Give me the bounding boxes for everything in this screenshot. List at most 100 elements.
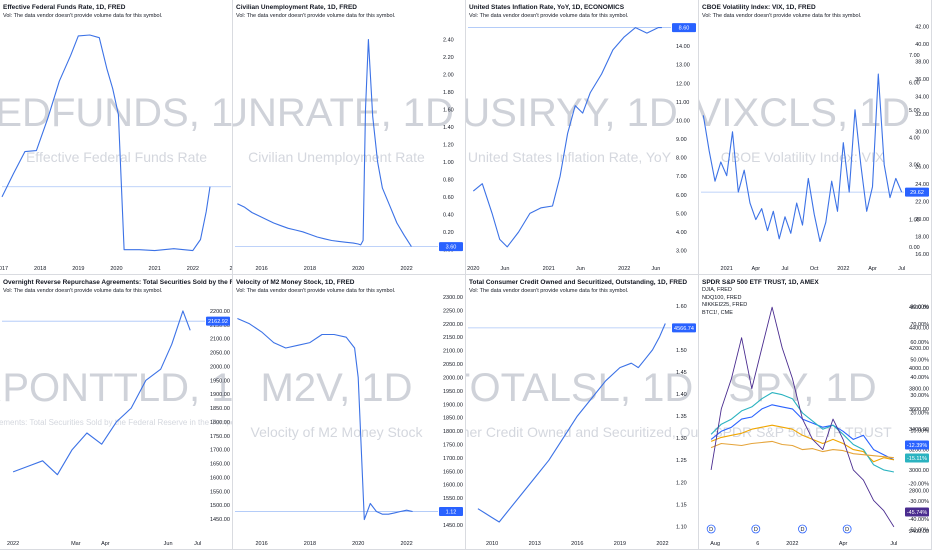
svg-text:2162.92: 2162.92 [208, 319, 228, 325]
panel-title[interactable]: Overnight Reverse Repurchase Agreements:… [3, 279, 232, 286]
x-tick-label: Apr [101, 541, 110, 547]
y2-tick-label: 34.00 [915, 95, 929, 101]
y-tick-label: 5.00 [909, 108, 920, 114]
legend-item-nikkei225[interactable]: NIKKEI225, FRED [702, 302, 748, 308]
y-tick-label: 1.60 [443, 107, 454, 113]
series-line-4-0[interactable] [12, 310, 191, 476]
series-line-2-0[interactable] [472, 27, 662, 248]
y2-tick-label: 80.00% [910, 304, 929, 310]
series-line-7-1[interactable] [710, 424, 895, 463]
panel-title[interactable]: SPDR S&P 500 ETF TRUST, 1D, AMEX [702, 279, 819, 286]
y-tick-label: 3600.00 [909, 407, 929, 413]
y2-tick-label: 40.00 [915, 42, 929, 48]
series-line-7-2[interactable] [710, 392, 895, 473]
y2-tick-label: 40.00% [910, 375, 929, 381]
x-tick-label: Jul [898, 266, 905, 272]
dividend-event-marker[interactable]: D [751, 524, 761, 534]
x-tick-label: 2010 [486, 541, 498, 547]
last-value-badge: 2162.92 [206, 316, 230, 326]
series-line-5-0[interactable] [237, 317, 413, 521]
panel-m2v[interactable]: M2V, 1D Velocity of M2 Money Stock 2300.00… [233, 275, 466, 550]
svg-text:-15.11%: -15.11% [907, 456, 927, 462]
panel-title[interactable]: Effective Federal Funds Rate, 1D, FRED [3, 4, 126, 11]
y-tick-label: 7.00 [909, 53, 920, 59]
panel-spy[interactable]: SPY, 1D SPDR S&P 500 ETF TRUST 4600.00 4400… [699, 275, 932, 550]
y2-tick-label: 30.00 [915, 130, 929, 136]
svg-text:3.60: 3.60 [446, 245, 457, 251]
percent-badge: -12.39% [905, 440, 929, 450]
x-tick-label: 2019 [72, 266, 84, 272]
panel-title[interactable]: Civilian Unemployment Rate, 1D, FRED [236, 4, 357, 11]
y-tick-label: 6.00 [909, 80, 920, 86]
x-tick-label: 2018 [304, 541, 316, 547]
series-line-3-0[interactable] [702, 73, 903, 243]
dividend-event-marker[interactable]: D [842, 524, 852, 534]
dividend-event-marker[interactable]: D [706, 524, 716, 534]
panel-rrpontt[interactable]: RRPONTTLD, 1D Overnight Reverse Repurchas… [0, 275, 233, 550]
panel-title[interactable]: Total Consumer Credit Owned and Securiti… [469, 279, 688, 286]
y-tick-label: 1.20 [676, 480, 687, 486]
y-tick-label: 1750.00 [443, 443, 463, 449]
y-tick-label: 1.40 [443, 125, 454, 131]
y-tick-label: 1.10 [676, 524, 687, 530]
y-tick-label: 2000.00 [443, 375, 463, 381]
chart-svg[interactable]: RRPONTTLD, 1D Overnight Reverse Repurchas… [0, 275, 233, 550]
y-tick-label: 0.00 [909, 245, 920, 251]
panel-vixcls[interactable]: VIXCLS, 1D CBOE Volatility Index: VIX 7.00… [699, 0, 932, 275]
series-line-7-3[interactable] [710, 440, 894, 459]
y-tick-label: 2.20 [443, 55, 454, 61]
legend-item-djia[interactable]: DJIA, FRED [702, 287, 732, 293]
watermark-description: Total Consumer Credit Owned and Securiti… [466, 424, 699, 440]
chart-svg[interactable]: FEDFUNDS, 1D Effective Federal Funds Rate… [0, 0, 233, 275]
y-tick-label: 2100.00 [443, 349, 463, 355]
y-tick-label: 1.45 [676, 370, 687, 376]
chart-svg[interactable]: USIRYY, 1D United States Inflation Rate, … [466, 0, 699, 275]
series-line-6-0[interactable] [477, 323, 666, 523]
y-tick-label: 8.00 [676, 156, 687, 162]
y-tick-label: 1550.00 [443, 496, 463, 502]
watermark-description: Velocity of M2 Money Stock [251, 424, 424, 440]
last-value-badge: 4566.74 [672, 323, 696, 333]
panel-title[interactable]: United States Inflation Rate, YoY, 1D, E… [469, 4, 625, 11]
y-tick-label: 3.00 [676, 249, 687, 255]
legend-item-btc1[interactable]: BTC1!, CME [702, 309, 733, 316]
volume-note: Vol: The data vendor doesn't provide vol… [469, 13, 629, 19]
panel-usiryy[interactable]: USIRYY, 1D United States Inflation Rate, … [466, 0, 699, 275]
y-tick-label: 2400.00 [909, 529, 929, 535]
chart-svg[interactable]: M2V, 1D Velocity of M2 Money Stock 2300.00… [233, 275, 466, 550]
y-tick-label: 1950.00 [210, 378, 230, 384]
series-line-1-0[interactable] [237, 38, 412, 247]
chart-svg[interactable]: VIXCLS, 1D CBOE Volatility Index: VIX 7.00… [699, 0, 932, 275]
x-tick-label: 2016 [255, 266, 267, 272]
legend-item-ndq100[interactable]: NDQ100, FRED [702, 294, 742, 301]
last-value-badge: 8.60 [672, 23, 696, 33]
watermark-symbol: VIXCLS, 1D [699, 91, 910, 135]
panel-unrate[interactable]: UNRATE, 1D Civilian Unemployment Rate 2.40… [233, 0, 466, 275]
panel-header: Civilian Unemployment Rate, 1D, FRED Vol… [236, 3, 395, 20]
panel-totalsl[interactable]: TOTALSL, 1D Total Consumer Credit Owned a… [466, 275, 699, 550]
x-tick-label: 2018 [304, 266, 316, 272]
panel-header: CBOE Volatility Index: VIX, 1D, FRED Vol… [702, 3, 861, 20]
svg-text:8.60: 8.60 [679, 26, 690, 32]
series-line-0-0[interactable] [1, 34, 211, 252]
y2-tick-label: 60.00% [910, 340, 929, 346]
panel-title[interactable]: CBOE Volatility Index: VIX, 1D, FRED [702, 4, 816, 11]
chart-svg[interactable]: UNRATE, 1D Civilian Unemployment Rate 2.40… [233, 0, 466, 275]
y-tick-label: 1600.00 [443, 483, 463, 489]
y-tick-label: 4600.00 [909, 305, 929, 311]
svg-text:29.62: 29.62 [910, 190, 924, 196]
svg-text:D: D [801, 527, 805, 533]
svg-text:4566.74: 4566.74 [674, 326, 694, 332]
watermark-symbol: SPY, 1D [728, 366, 876, 410]
panel-title[interactable]: Velocity of M2 Money Stock, 1D, FRED [236, 279, 355, 286]
y-tick-label: 1450.00 [443, 523, 463, 529]
watermark-symbol: M2V, 1D [261, 366, 413, 410]
chart-svg[interactable]: TOTALSL, 1D Total Consumer Credit Owned a… [466, 275, 699, 550]
y-tick-label: 7.00 [676, 174, 687, 180]
series-line-7-4[interactable] [710, 306, 895, 528]
dividend-event-marker[interactable]: D [798, 524, 807, 534]
y-tick-label: 1950.00 [443, 389, 463, 395]
panel-fedfunds[interactable]: FEDFUNDS, 1D Effective Federal Funds Rate… [0, 0, 233, 275]
y2-tick-label: -40.00% [909, 517, 930, 523]
